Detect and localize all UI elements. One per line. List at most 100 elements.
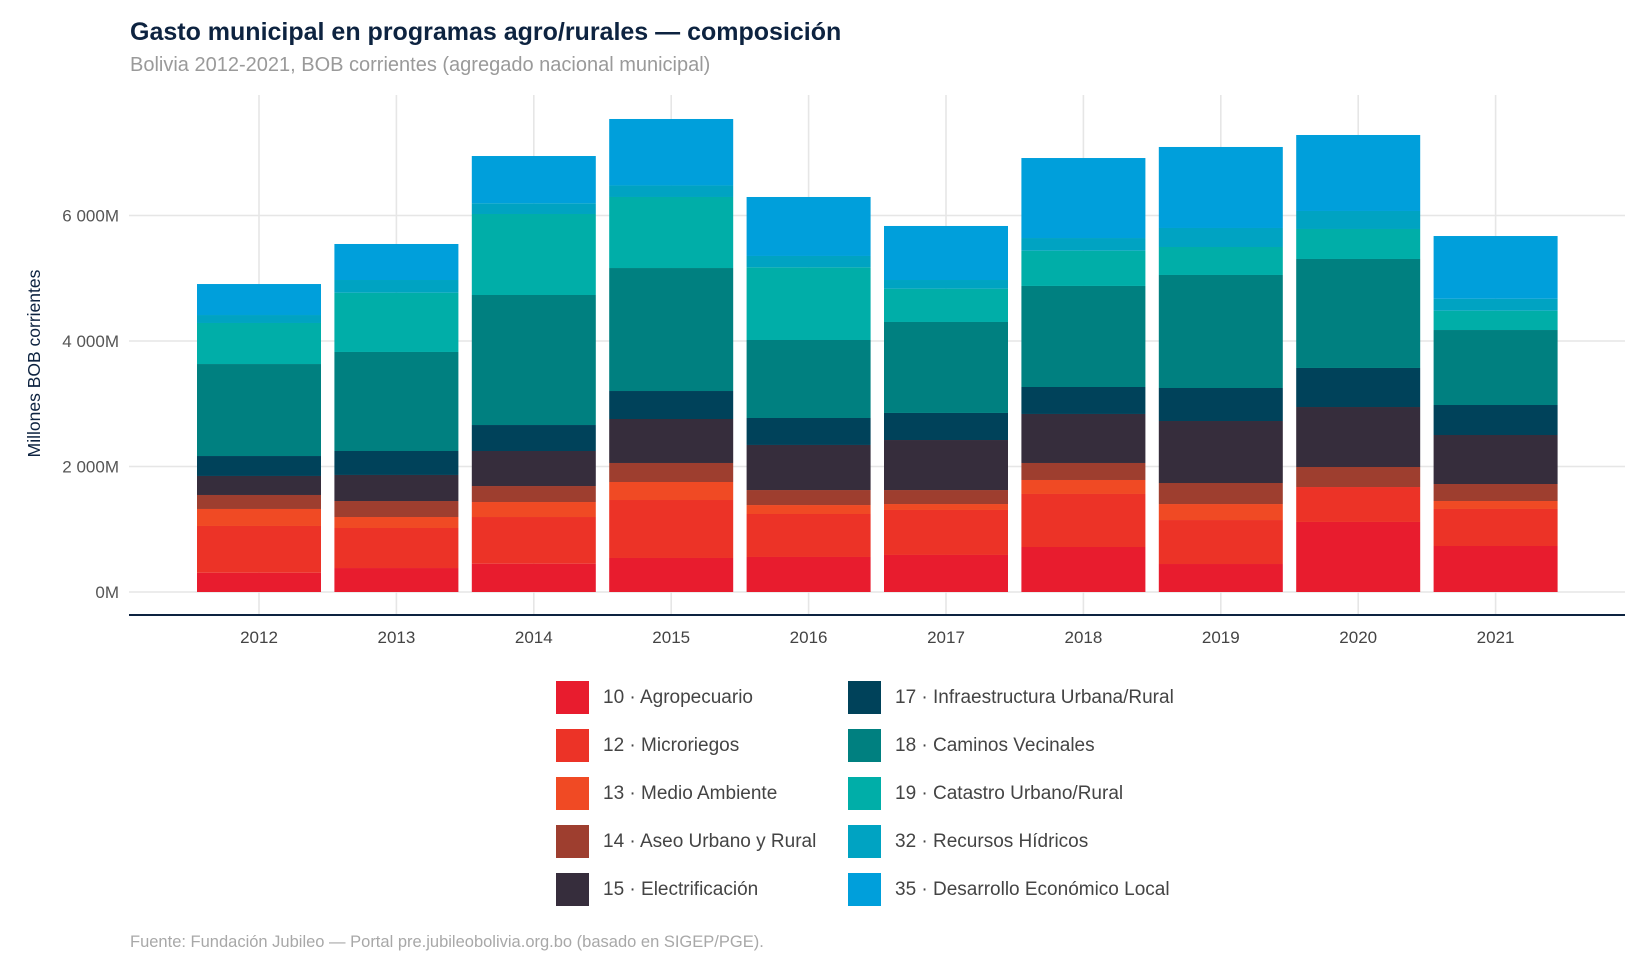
legend-item: 32 · Recursos Hídricos: [848, 825, 1208, 858]
legend-label: 19 · Catastro Urbano/Rural: [895, 782, 1124, 804]
bar-segment: [1021, 462, 1146, 480]
legend-item: 35 · Desarrollo Económico Local: [848, 873, 1208, 906]
bar-segment: [884, 440, 1008, 491]
bar-stack-2020: [1296, 134, 1421, 592]
bar-segment: [609, 118, 734, 186]
y-axis-ticks: 0M 2 000M 4 000M 6 000M: [62, 207, 119, 603]
bar-segment: [1296, 521, 1421, 592]
bar-segment: [1433, 434, 1558, 485]
bar-segment: [609, 500, 734, 558]
legend-label: 13 · Medio Ambiente: [603, 782, 778, 804]
bar-segment: [197, 475, 321, 495]
bars: [197, 118, 1558, 592]
bar-segment: [471, 486, 596, 503]
bar-segment: [1021, 285, 1146, 387]
bar-segment: [746, 505, 871, 515]
bar-segment: [334, 527, 459, 569]
bar-segment: [884, 288, 1008, 322]
y-axis-label: Millones BOB corrientes: [24, 269, 44, 457]
legend: 10 · Agropecuario 17 · Infraestructura Ur…: [556, 681, 1208, 906]
x-tick-label: 2021: [1477, 628, 1515, 647]
y-tick-label: 4 000M: [62, 332, 119, 351]
legend-label: 12 · Microriegos: [603, 734, 740, 756]
bar-segment: [884, 225, 1008, 281]
bar-segment: [471, 295, 596, 426]
x-axis-ticks: 2012 2013 2014 2015 2016 2017 2018 2019 2020 2021: [240, 628, 1514, 647]
bar-segment: [746, 267, 871, 340]
bar-segment: [471, 203, 596, 214]
x-tick-label: 2017: [927, 628, 965, 647]
bar-segment: [1433, 484, 1558, 502]
bar-stack-2014: [471, 156, 596, 592]
legend-swatch: [848, 873, 881, 906]
bar-segment: [1296, 210, 1421, 229]
bar-segment: [334, 351, 459, 452]
bar-segment: [1433, 236, 1558, 299]
bar-segment: [746, 196, 871, 256]
bar-stack-2016: [746, 196, 871, 592]
bar-segment: [197, 284, 321, 316]
bar-segment: [471, 451, 596, 487]
legend-swatch: [848, 777, 881, 810]
bar-segment: [746, 490, 871, 506]
bar-segment: [334, 280, 459, 293]
x-tick-label: 2014: [515, 628, 553, 647]
bar-stack-2012: [197, 284, 321, 592]
bar-segment: [334, 568, 459, 592]
bar-segment: [197, 456, 321, 476]
bar-segment: [1158, 247, 1283, 275]
bar-segment: [197, 315, 321, 323]
bar-segment: [1433, 298, 1558, 311]
legend-swatch: [556, 825, 589, 858]
legend-item: 15 · Electrificación: [556, 873, 848, 906]
legend-label: 17 · Infraestructura Urbana/Rural: [895, 686, 1174, 708]
bar-segment: [1433, 330, 1558, 406]
bar-segment: [1433, 546, 1558, 592]
legend-label: 35 · Desarrollo Económico Local: [895, 878, 1170, 900]
legend-label: 32 · Recursos Hídricos: [895, 830, 1089, 852]
bar-segment: [197, 322, 321, 365]
y-tick-label: 2 000M: [62, 458, 119, 477]
legend-item: 14 · Aseo Urbano y Rural: [556, 825, 848, 858]
bar-segment: [1433, 310, 1558, 331]
bar-segment: [1158, 274, 1283, 388]
legend-swatch: [556, 681, 589, 714]
bar-segment: [609, 418, 734, 463]
bar-segment: [609, 391, 734, 419]
bar-segment: [746, 444, 871, 491]
legend-label: 18 · Caminos Vecinales: [895, 734, 1095, 756]
legend-item: 19 · Catastro Urbano/Rural: [848, 777, 1208, 810]
bar-segment: [334, 474, 459, 502]
bar-segment: [1296, 407, 1421, 468]
bar-segment: [1021, 158, 1146, 239]
legend-item: 10 · Agropecuario: [556, 681, 848, 714]
chart-subtitle: Bolivia 2012-2021, BOB corrientes (agreg…: [130, 54, 711, 76]
bar-segment: [746, 255, 871, 268]
x-tick-label: 2016: [790, 628, 828, 647]
bar-segment: [746, 339, 871, 418]
y-tick-label: 6 000M: [62, 207, 119, 226]
bar-segment: [1158, 520, 1283, 565]
bar-segment: [197, 364, 321, 457]
source-caption: Fuente: Fundación Jubileo — Portal pre.j…: [130, 933, 764, 951]
bar-segment: [1158, 483, 1283, 505]
bar-segment: [334, 517, 459, 528]
bar-stack-2013: [334, 243, 459, 592]
legend-swatch: [848, 729, 881, 762]
bar-segment: [609, 481, 734, 501]
bar-segment: [746, 417, 871, 445]
legend-swatch: [556, 777, 589, 810]
bar-stack-2021: [1433, 236, 1558, 592]
bar-segment: [197, 572, 321, 592]
bar-segment: [1158, 421, 1283, 484]
legend-label: 14 · Aseo Urbano y Rural: [603, 830, 817, 852]
bar-segment: [1296, 258, 1421, 368]
bar-segment: [609, 557, 734, 592]
bar-segment: [1158, 387, 1283, 422]
legend-label: 10 · Agropecuario: [603, 686, 753, 708]
bar-segment: [1021, 413, 1146, 463]
bar-segment: [471, 517, 596, 564]
bar-segment: [884, 321, 1008, 413]
bar-segment: [197, 508, 321, 526]
